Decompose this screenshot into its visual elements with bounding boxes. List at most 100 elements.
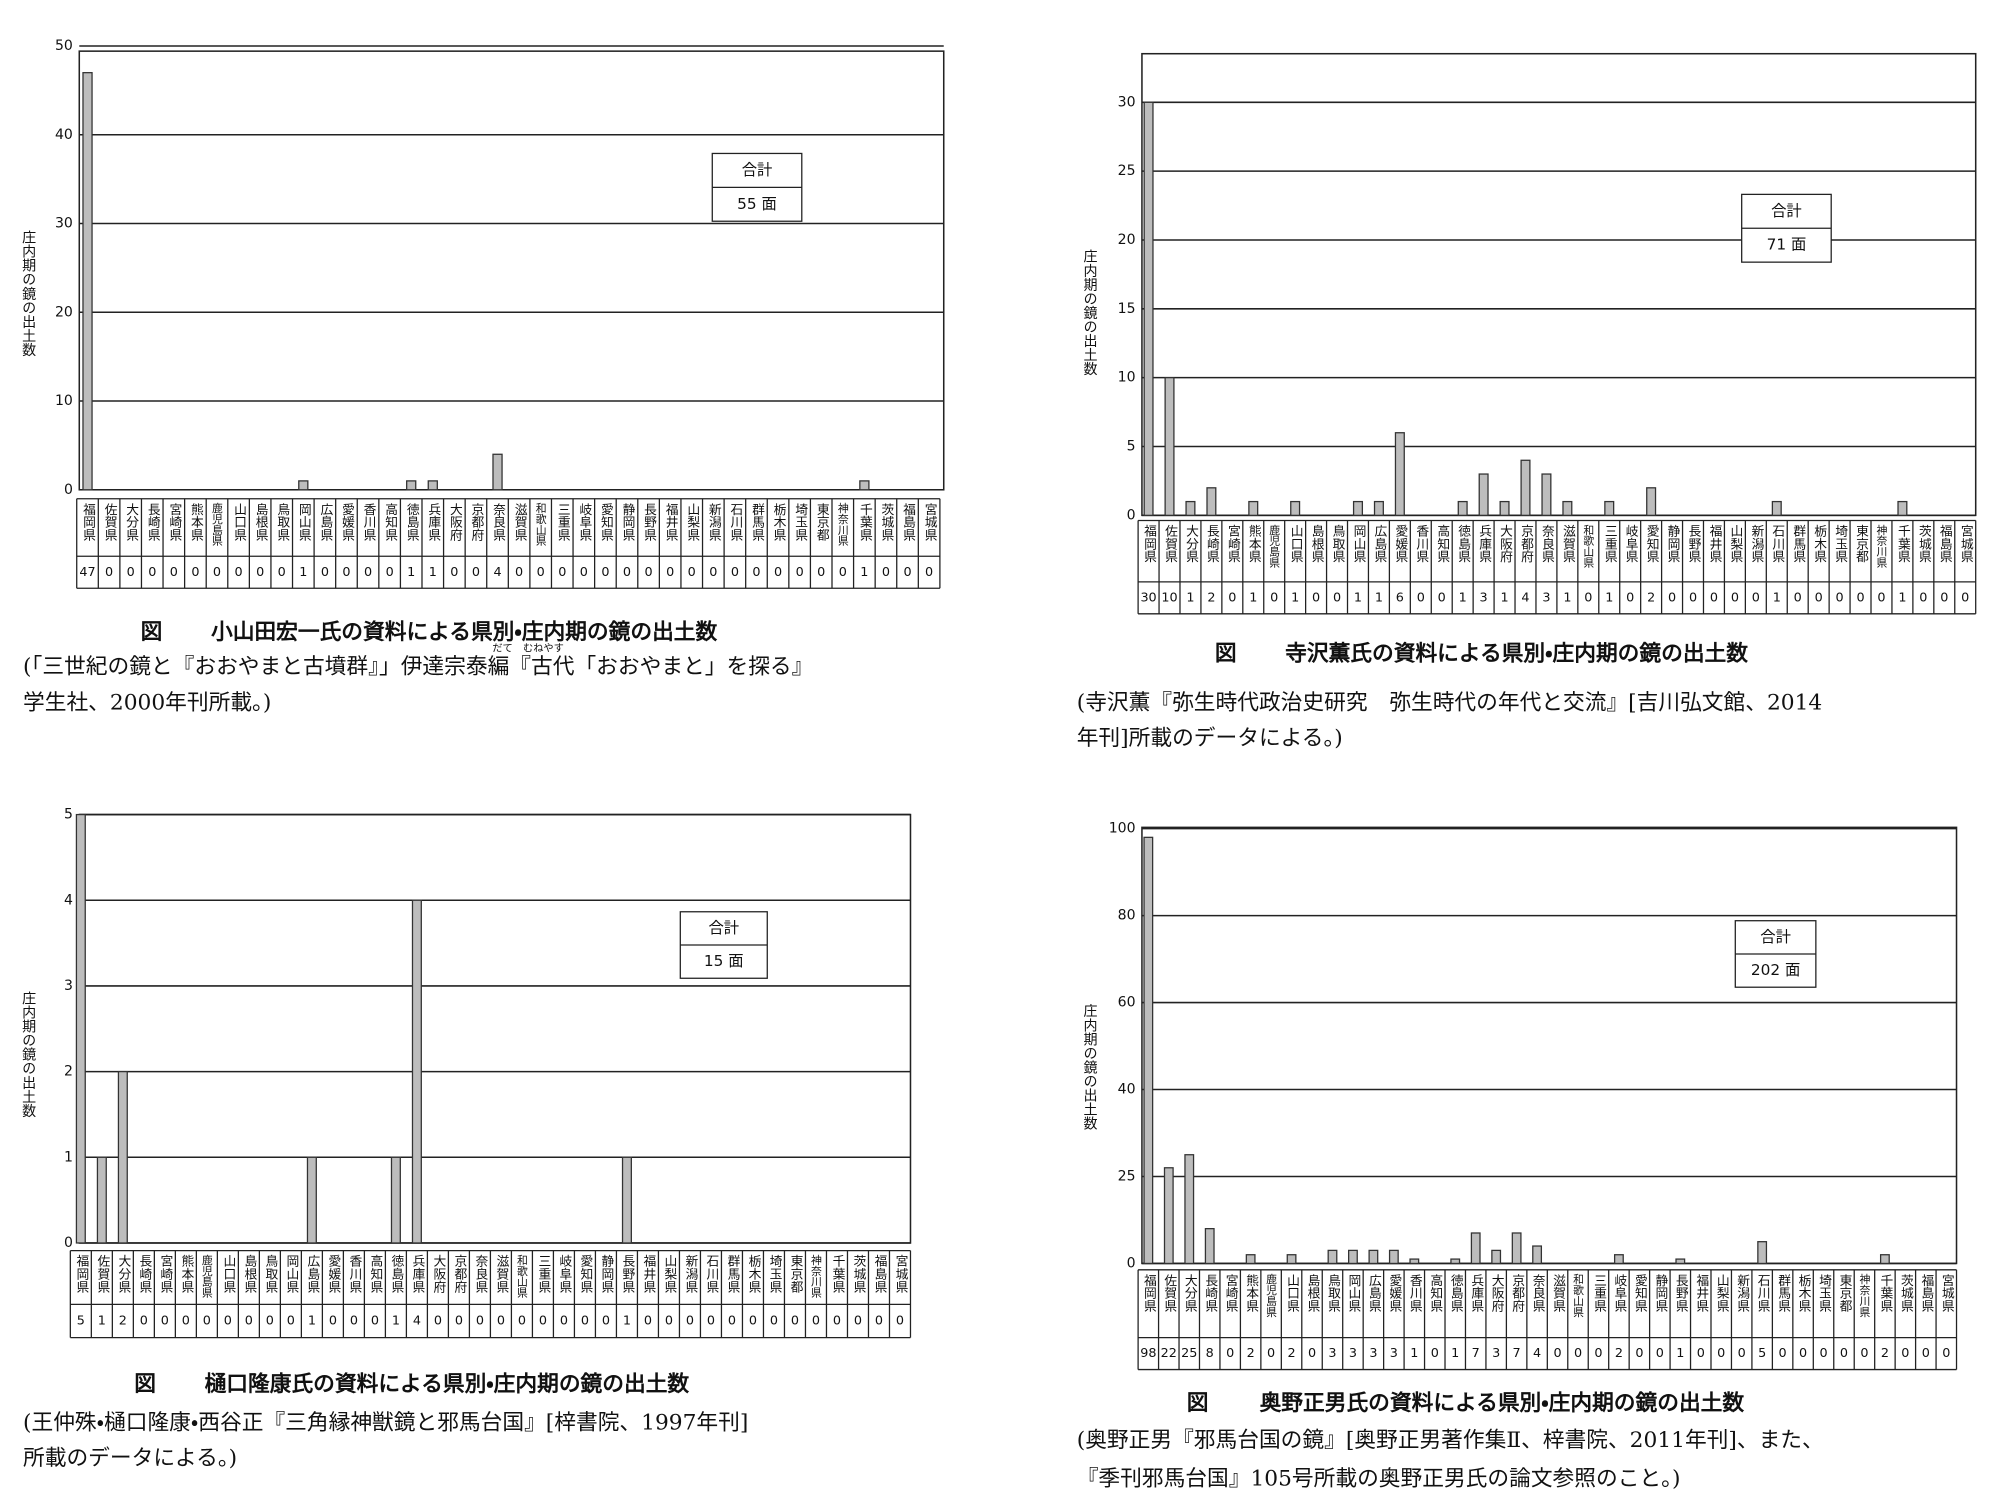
- category-label: 宮崎県: [1225, 524, 1240, 564]
- value-cell: 0: [450, 565, 458, 580]
- value-cell: 0: [364, 565, 372, 580]
- y-tick-label: 80: [1118, 908, 1136, 924]
- category-label: 茨城県: [878, 503, 893, 542]
- category-label: 長崎県: [1202, 1274, 1217, 1313]
- bar: [390, 1156, 401, 1244]
- bar: [1185, 500, 1196, 516]
- bar: [1897, 500, 1908, 516]
- bar: [1164, 377, 1175, 516]
- bar: [1368, 1249, 1379, 1265]
- value-cell: 0: [1961, 590, 1969, 605]
- figure-label: 図: [141, 620, 163, 645]
- value-cell: 0: [645, 565, 653, 580]
- value-cell: 0: [1794, 590, 1802, 605]
- category-label: 山口県: [231, 503, 246, 542]
- bar: [1327, 1249, 1338, 1265]
- value-cell: 0: [749, 1313, 757, 1328]
- value-cell: 0: [476, 1313, 484, 1328]
- value-cell: 3: [1369, 1346, 1377, 1361]
- bar: [82, 72, 93, 491]
- category-label: 京都府: [468, 503, 483, 542]
- value-cell: 0: [833, 1313, 841, 1328]
- value-cell: 3: [1390, 1346, 1398, 1361]
- category-label: 山口県: [1284, 1274, 1299, 1313]
- category-label: 島根県: [241, 1254, 256, 1293]
- category-label: 大阪府: [1497, 524, 1512, 563]
- source-note: (奥野正男『邪馬台国の鏡』[奥野正男著作集Ⅱ、梓書院、2011年刊]、また、: [1077, 1428, 1824, 1453]
- value-cell: 2: [1287, 1346, 1295, 1361]
- value-cell: 0: [1710, 590, 1718, 605]
- category-label: 新潟県: [1734, 1274, 1749, 1313]
- value-cell: 0: [1940, 590, 1948, 605]
- value-cell: 0: [731, 565, 739, 580]
- category-label: 静岡県: [598, 1254, 613, 1293]
- y-axis-label: 庄内期の鏡の出土数: [20, 230, 36, 357]
- value-cell: 0: [1942, 1346, 1950, 1361]
- value-cell: 0: [1856, 590, 1864, 605]
- value-cell: 0: [224, 1313, 232, 1328]
- y-tick-label: 10: [1118, 370, 1136, 386]
- value-cell: 1: [407, 565, 415, 580]
- category-label: 新潟県: [706, 503, 721, 542]
- y-tick-label: 3: [64, 978, 73, 994]
- value-cell: 2: [1615, 1346, 1623, 1361]
- category-label: 熊本県: [1246, 524, 1261, 563]
- category-label: 奈良県: [1530, 1274, 1545, 1313]
- y-tick-label: 30: [55, 216, 73, 232]
- category-label: 佐賀県: [94, 1254, 109, 1293]
- value-cell: 0: [203, 1313, 211, 1328]
- y-tick-label: 25: [1118, 163, 1136, 179]
- value-cell: 0: [278, 565, 286, 580]
- category-label: 徳島県: [388, 1254, 403, 1293]
- category-label: 愛知県: [1632, 1274, 1647, 1313]
- value-cell: 0: [1836, 590, 1844, 605]
- category-label: 兵庫県: [409, 1254, 424, 1293]
- value-cell: 0: [213, 565, 221, 580]
- category-label: 福岡県: [1141, 524, 1156, 563]
- y-axis-label: 庄内期の鏡の出土数: [1082, 1004, 1098, 1131]
- bar: [96, 1156, 107, 1244]
- bar: [859, 480, 870, 491]
- category-label: 福井県: [663, 503, 678, 542]
- category-label: 福島県: [900, 503, 915, 542]
- value-cell: 0: [1731, 590, 1739, 605]
- category-label: 京都府: [451, 1254, 466, 1293]
- value-cell: 0: [1919, 590, 1927, 605]
- value-cell: 0: [560, 1313, 568, 1328]
- category-label: 茨城県: [1916, 524, 1931, 563]
- value-cell: 0: [1819, 1346, 1827, 1361]
- category-label: 宮城県: [1958, 524, 1973, 564]
- category-label: 鹿児島県: [210, 501, 223, 547]
- value-cell: 5: [77, 1313, 85, 1328]
- y-tick-label: 10: [55, 393, 73, 409]
- y-tick-label: 40: [55, 127, 73, 143]
- value-cell: 0: [1333, 590, 1341, 605]
- value-cell: 0: [752, 565, 760, 580]
- category-label: 石川県: [1755, 1274, 1770, 1313]
- value-cell: 0: [1860, 1346, 1868, 1361]
- value-cell: 0: [127, 565, 135, 580]
- value-cell: 0: [170, 565, 178, 580]
- category-label: 佐賀県: [1161, 1274, 1176, 1313]
- total-value: 55 面: [737, 195, 777, 213]
- category-label: 東京都: [1836, 1274, 1851, 1313]
- figure-title: 奥野正男氏の資料による県別・庄内期の鏡の出土数: [1260, 1390, 1745, 1416]
- category-label: 神奈川県: [836, 501, 849, 547]
- value-cell: 6: [1396, 590, 1404, 605]
- value-cell: 1: [1451, 1346, 1459, 1361]
- figure-title: 寺沢薫氏の資料による県別・庄内期の鏡の出土数: [1285, 641, 1748, 667]
- category-label: 愛媛県: [325, 1254, 340, 1293]
- category-label: 宮城県: [1939, 1273, 1954, 1313]
- bar: [406, 480, 417, 491]
- figure-label: 図: [1187, 1391, 1209, 1416]
- value-cell: 0: [602, 1313, 610, 1328]
- value-cell: 0: [1717, 1346, 1725, 1361]
- value-cell: 0: [191, 565, 199, 580]
- category-label: 静岡県: [1665, 524, 1680, 563]
- bar: [1143, 101, 1154, 516]
- bar: [1163, 1167, 1174, 1265]
- value-cell: 2: [1881, 1346, 1889, 1361]
- source-note: (王仲殊・樋口隆康・西谷正『三角縁神獣鏡と邪馬台国』[梓書院、1997年刊]: [23, 1410, 748, 1435]
- bar: [1646, 487, 1657, 516]
- value-cell: 0: [1668, 590, 1676, 605]
